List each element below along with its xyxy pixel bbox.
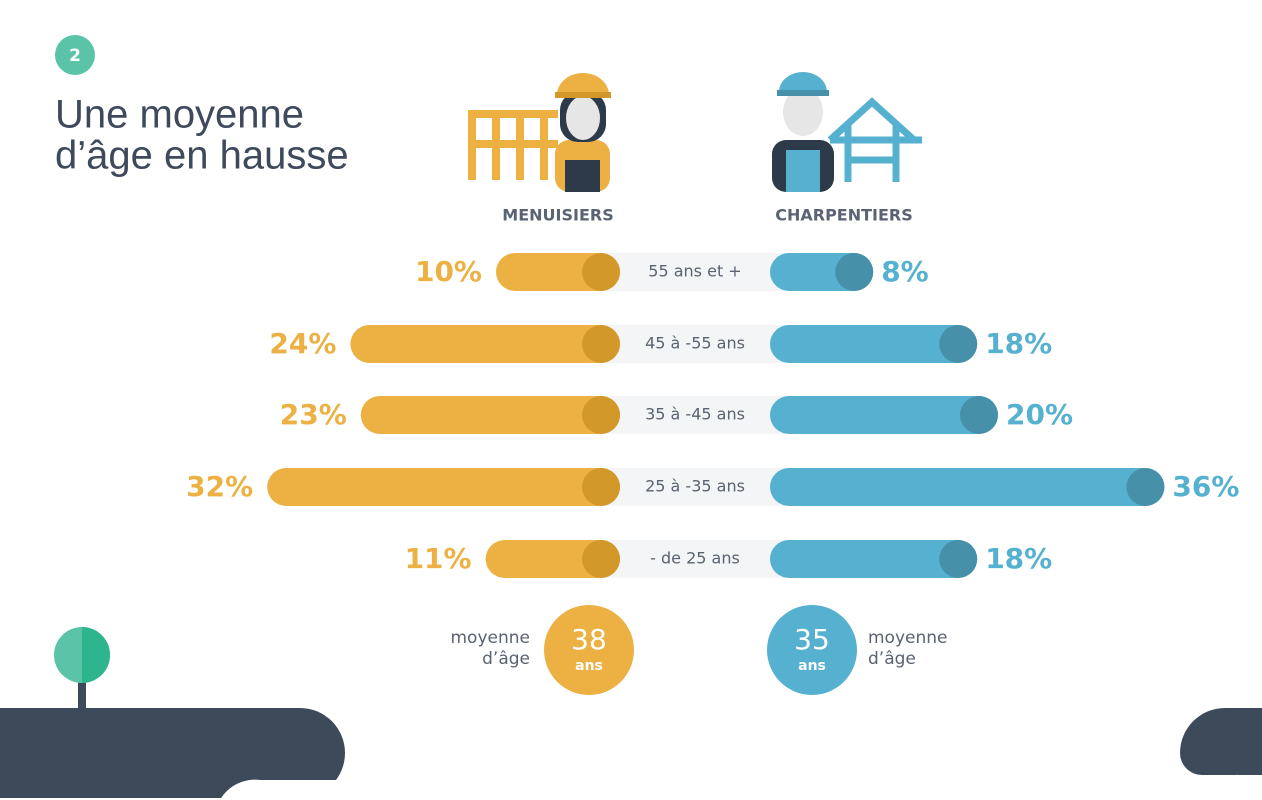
average-circle xyxy=(544,605,634,695)
series-name: MENUISIERS xyxy=(502,206,613,225)
bar-cap xyxy=(582,468,620,506)
series-name: CHARPENTIERS xyxy=(775,206,913,225)
ground xyxy=(1200,774,1262,800)
average-value: 38 xyxy=(571,623,607,656)
category-band xyxy=(600,253,790,291)
average-label: d’âge xyxy=(482,649,530,669)
bar xyxy=(770,468,1165,506)
category-label: - de 25 ans xyxy=(650,549,740,568)
value-label: 18% xyxy=(985,327,1052,360)
ground xyxy=(0,708,345,798)
category-label: 45 à -55 ans xyxy=(645,334,745,353)
tree-trunk xyxy=(78,670,86,715)
bar-cap xyxy=(582,253,620,291)
value-label: 20% xyxy=(1006,398,1073,431)
category-label: 35 à -45 ans xyxy=(645,405,745,424)
value-label: 36% xyxy=(1172,470,1239,503)
bar-cap xyxy=(582,540,620,578)
average-value: 35 xyxy=(794,623,830,656)
bar xyxy=(350,325,620,363)
chart: MENUISIERS CHARPENTIERS 55 ans et + 10% 8% 45… xyxy=(186,206,1239,695)
carpenter-illustration xyxy=(468,73,611,192)
bar-cap xyxy=(939,325,978,363)
value-label: 10% xyxy=(415,255,482,288)
category-label: 25 à -35 ans xyxy=(645,477,745,496)
chart-title: d’âge en hausse xyxy=(55,134,349,178)
tree xyxy=(82,627,110,683)
value-label: 24% xyxy=(269,327,336,360)
average-unit: ans xyxy=(798,658,826,674)
badge xyxy=(55,35,95,75)
average-label: d’âge xyxy=(868,649,916,669)
ground xyxy=(220,779,345,800)
category-band xyxy=(600,540,790,578)
badge-number: 2 xyxy=(69,46,81,66)
bar-cap xyxy=(1126,468,1165,506)
bar-cap xyxy=(835,253,874,291)
category-label: 55 ans et + xyxy=(648,262,741,281)
chart-title: Une moyenne xyxy=(55,93,304,137)
bar-cap xyxy=(582,325,620,363)
bar xyxy=(267,468,620,506)
average-label: moyenne xyxy=(868,628,948,648)
bar xyxy=(770,325,978,363)
value-label: 32% xyxy=(186,470,253,503)
value-label: 8% xyxy=(881,255,929,288)
carpenter-illustration xyxy=(772,72,922,192)
average-unit: ans xyxy=(575,658,603,674)
bar xyxy=(360,396,620,434)
bar-cap xyxy=(582,396,620,434)
bar xyxy=(770,396,998,434)
category-band xyxy=(600,325,790,363)
ground xyxy=(1180,708,1262,775)
bar-cap xyxy=(960,396,998,434)
average-label: moyenne xyxy=(451,628,531,648)
bar xyxy=(770,540,978,578)
category-band xyxy=(600,396,790,434)
value-label: 23% xyxy=(280,398,347,431)
value-label: 11% xyxy=(405,542,472,575)
bar-cap xyxy=(939,540,978,578)
value-label: 18% xyxy=(985,542,1052,575)
average-circle xyxy=(767,605,857,695)
category-band xyxy=(600,468,790,506)
